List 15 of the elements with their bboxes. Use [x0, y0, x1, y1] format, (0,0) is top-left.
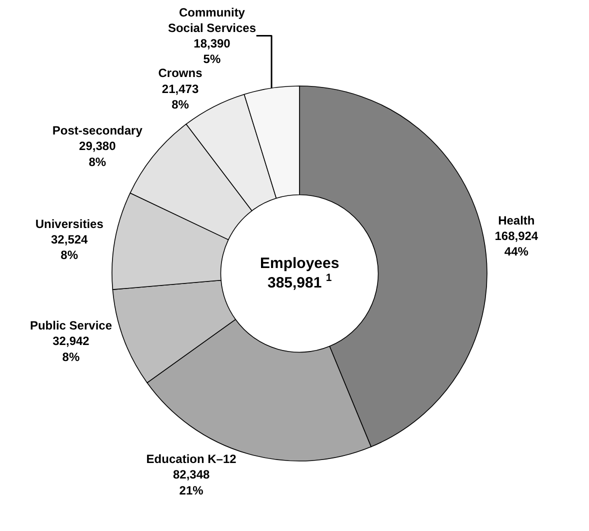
slice-label: Community Social Services	[168, 5, 256, 35]
data-label: 82,348 21%	[172, 468, 210, 498]
data-label: 18,390 5%	[194, 36, 231, 66]
data-label: 32,524 8%	[51, 232, 88, 262]
slice-label: Education K–12	[146, 452, 237, 466]
slice-label: Health	[498, 214, 535, 228]
data-label: 168,924 44%	[494, 229, 538, 259]
data-label: 29,380 8%	[79, 139, 116, 169]
slice-label: Post-secondary	[52, 124, 143, 138]
slice-label: Universities	[35, 216, 104, 231]
text: Employees 385,981 $^{1}$	[260, 255, 340, 292]
data-label: 21,473 8%	[162, 82, 199, 112]
data-label: 32,942 8%	[52, 334, 90, 364]
slice-label: Crowns	[158, 66, 203, 80]
slice-label: Public Service	[30, 318, 112, 333]
